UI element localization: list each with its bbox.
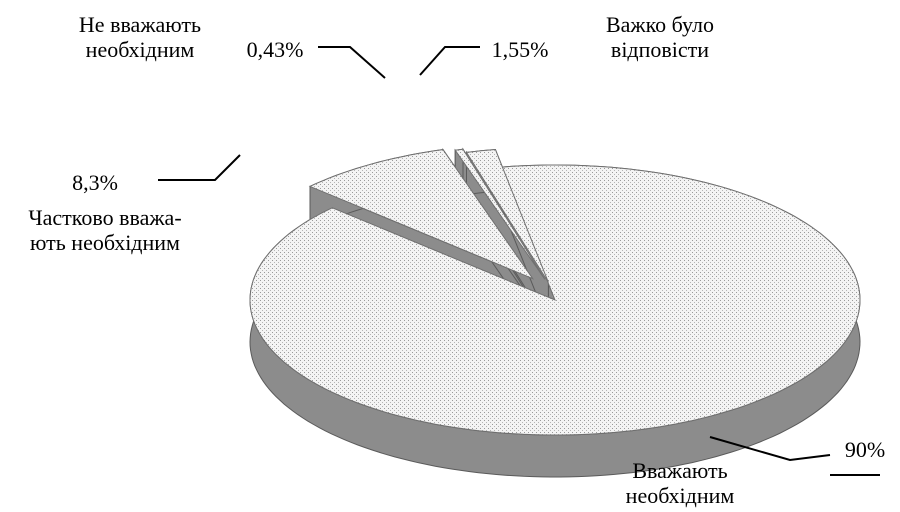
leader-line (318, 46, 386, 79)
value-label: 90% (844, 437, 886, 462)
slice (454, 148, 546, 280)
slice-label: Частково вважа- ють необхідним (28, 205, 182, 255)
value-label: 1,55% (491, 37, 549, 62)
leader-line (158, 154, 241, 181)
leader-lines (158, 46, 880, 476)
slice (308, 149, 535, 280)
slice-tops (249, 148, 861, 436)
slice-label: Вважають необхідним (625, 458, 735, 508)
slice-label: Важко було відповісти (605, 12, 715, 62)
leader-line (419, 46, 480, 76)
value-label: 8,3% (72, 170, 118, 195)
slice-label: Не вважають необхідним (78, 12, 202, 62)
value-label: 0,43% (246, 37, 304, 62)
leader-line (709, 436, 831, 462)
slice (249, 164, 861, 436)
slice (465, 148, 549, 283)
